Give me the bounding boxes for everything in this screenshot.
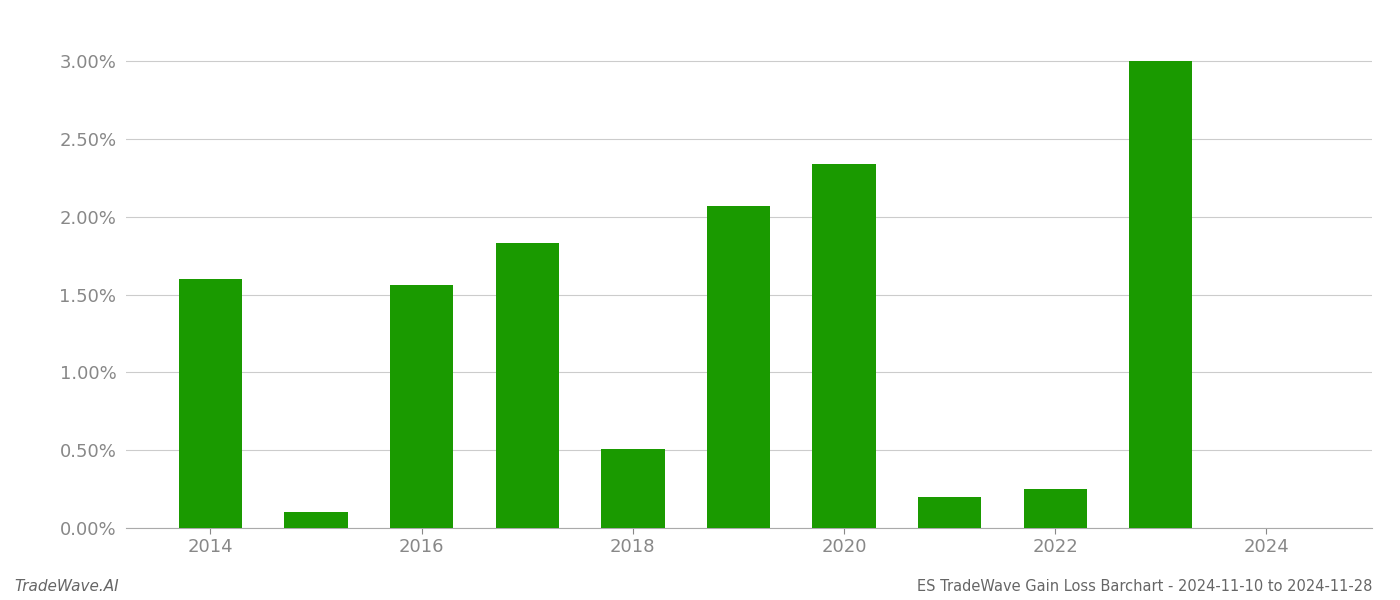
Bar bbox=[601, 449, 665, 528]
Bar bbox=[812, 164, 876, 528]
Bar bbox=[284, 512, 347, 528]
Bar bbox=[707, 206, 770, 528]
Bar bbox=[1130, 61, 1193, 528]
Text: TradeWave.AI: TradeWave.AI bbox=[14, 579, 119, 594]
Bar bbox=[918, 497, 981, 528]
Bar bbox=[391, 285, 454, 528]
Bar bbox=[179, 279, 242, 528]
Bar bbox=[496, 243, 559, 528]
Bar bbox=[1023, 489, 1086, 528]
Text: ES TradeWave Gain Loss Barchart - 2024-11-10 to 2024-11-28: ES TradeWave Gain Loss Barchart - 2024-1… bbox=[917, 579, 1372, 594]
